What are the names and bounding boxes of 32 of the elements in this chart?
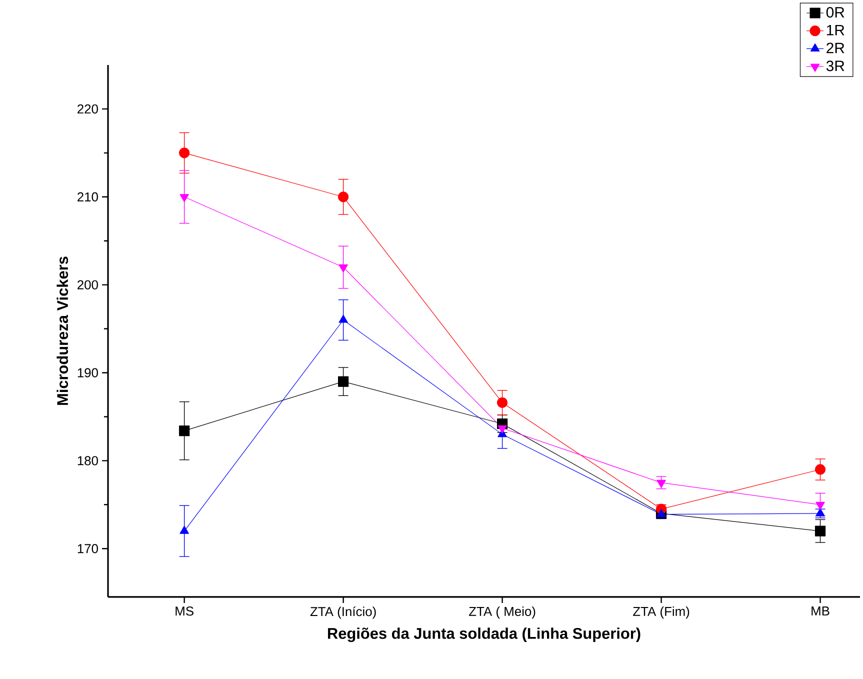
x-tick-label: MB (812, 606, 830, 616)
x-axis-title: Regiões da Junta soldada (Linha Superior) (328, 628, 640, 642)
x-tick-label: ZTA (Fim) (633, 606, 690, 619)
x-tick-label: ZTA ( Meio) (469, 606, 536, 619)
y-tick-label: 210 (78, 192, 98, 202)
point (338, 192, 349, 202)
point (816, 502, 825, 510)
y-tick-label: 190 (78, 368, 98, 378)
x-tick-label: ZTA (Início) (310, 606, 376, 619)
y-tick-label: 220 (78, 104, 98, 114)
point (816, 508, 825, 516)
point (179, 148, 190, 158)
y-axis-title: Microdureza Vickers (56, 256, 68, 405)
point (180, 194, 189, 202)
point (179, 425, 190, 436)
point (814, 526, 826, 536)
point (338, 376, 349, 387)
legend-label: 1R (826, 24, 844, 36)
y-tick-label: 200 (78, 280, 98, 290)
point (496, 397, 508, 408)
x-tick-label: MS (176, 606, 194, 616)
legend-label: 2R (826, 42, 844, 54)
point (338, 314, 348, 323)
y-tick-label: 180 (78, 456, 98, 466)
point (498, 425, 507, 434)
point (338, 264, 348, 273)
point (656, 480, 666, 488)
point (814, 464, 826, 475)
point (180, 526, 189, 534)
y-tick-label: 170 (78, 544, 98, 554)
legend-label: 3R (826, 60, 844, 72)
legend-label: 0R (826, 7, 844, 18)
